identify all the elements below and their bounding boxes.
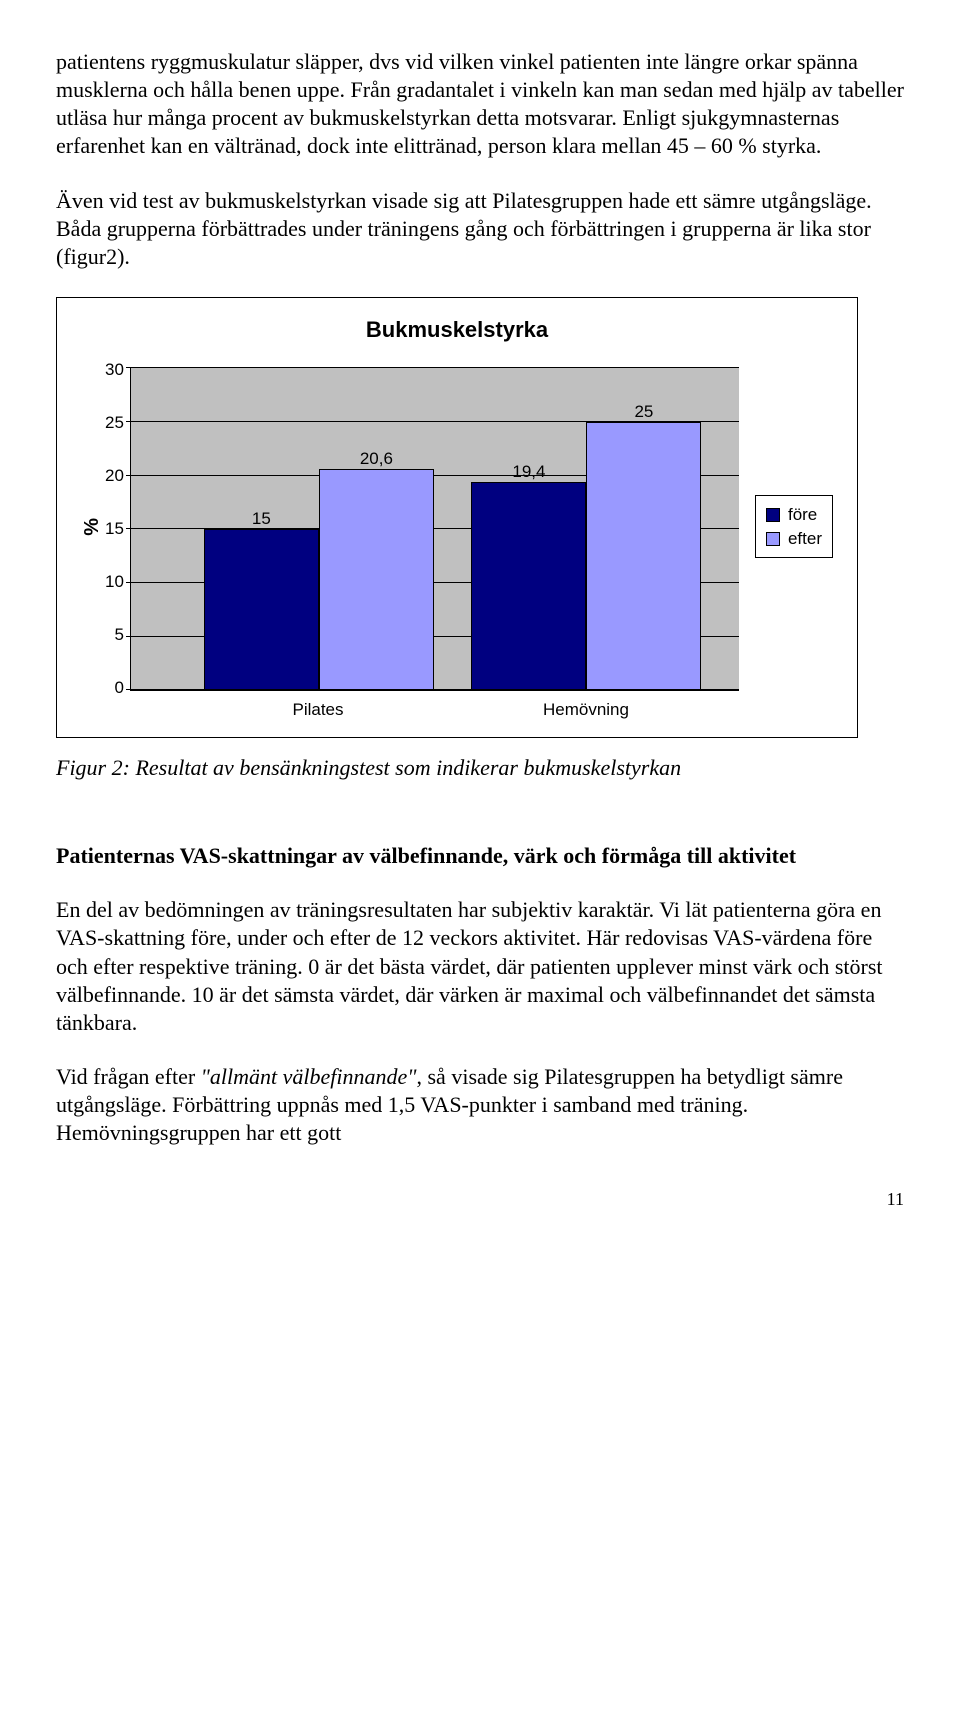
gridline (131, 367, 739, 368)
y-tick: 25 (105, 412, 124, 434)
para4-part-a: Vid frågan efter (56, 1064, 201, 1089)
paragraph-4: Vid frågan efter "allmänt välbefinnande"… (56, 1063, 904, 1147)
x-axis-label: Hemövning (471, 699, 701, 721)
legend-label-efter: efter (788, 528, 822, 550)
bar-fore: 15 (204, 529, 319, 690)
bar-value-label: 19,4 (512, 461, 545, 483)
legend-item-efter: efter (766, 528, 822, 550)
y-tick: 0 (105, 677, 124, 699)
bar-group: 19,425 (471, 422, 701, 690)
y-tick: 15 (105, 518, 124, 540)
legend-swatch-efter (766, 532, 780, 546)
x-axis-labels: Pilates Hemövning (130, 699, 739, 721)
tick-mark (126, 475, 131, 476)
caption-rest: : Resultat av bensänkningstest som indik… (123, 755, 681, 780)
bar-value-label: 15 (252, 508, 271, 530)
tick-mark (126, 636, 131, 637)
y-tick: 20 (105, 465, 124, 487)
y-tick: 30 (105, 359, 124, 381)
chart-plot-area: 1520,619,425 (130, 368, 739, 691)
y-axis-label: % (80, 515, 106, 539)
bar-value-label: 25 (634, 401, 653, 423)
page-number: 11 (56, 1188, 904, 1211)
y-tick: 10 (105, 571, 124, 593)
legend-swatch-fore (766, 508, 780, 522)
bar-group: 1520,6 (204, 469, 434, 690)
section-heading: Patienternas VAS-skattningar av välbefin… (56, 842, 904, 870)
x-axis-label: Pilates (203, 699, 433, 721)
tick-mark (126, 528, 131, 529)
paragraph-2: Även vid test av bukmuskelstyrkan visade… (56, 187, 904, 271)
tick-mark (126, 367, 131, 368)
chart-title: Bukmuskelstyrka (81, 316, 833, 344)
legend-item-fore: före (766, 504, 822, 526)
paragraph-1: patientens ryggmuskulatur släpper, dvs v… (56, 48, 904, 161)
bar-efter: 20,6 (319, 469, 434, 690)
bar-value-label: 20,6 (360, 448, 393, 470)
bar-fore: 19,4 (471, 482, 586, 690)
chart-figure: Bukmuskelstyrka % 302520151050 1520,619,… (56, 297, 858, 738)
caption-lead: Figur 2 (56, 755, 123, 780)
tick-mark (126, 421, 131, 422)
paragraph-3: En del av bedömningen av träningsresulta… (56, 896, 904, 1037)
chart-legend: före efter (755, 495, 833, 559)
y-tick: 5 (105, 624, 124, 646)
figure-caption: Figur 2: Resultat av bensänkningstest so… (56, 754, 904, 782)
legend-label-fore: före (788, 504, 817, 526)
para4-italic: "allmänt välbefinnande" (201, 1064, 417, 1089)
tick-mark (126, 582, 131, 583)
bar-efter: 25 (586, 422, 701, 690)
tick-mark (126, 689, 131, 690)
y-axis-ticks: 30 25 20 15 10 5 0 (105, 359, 130, 699)
